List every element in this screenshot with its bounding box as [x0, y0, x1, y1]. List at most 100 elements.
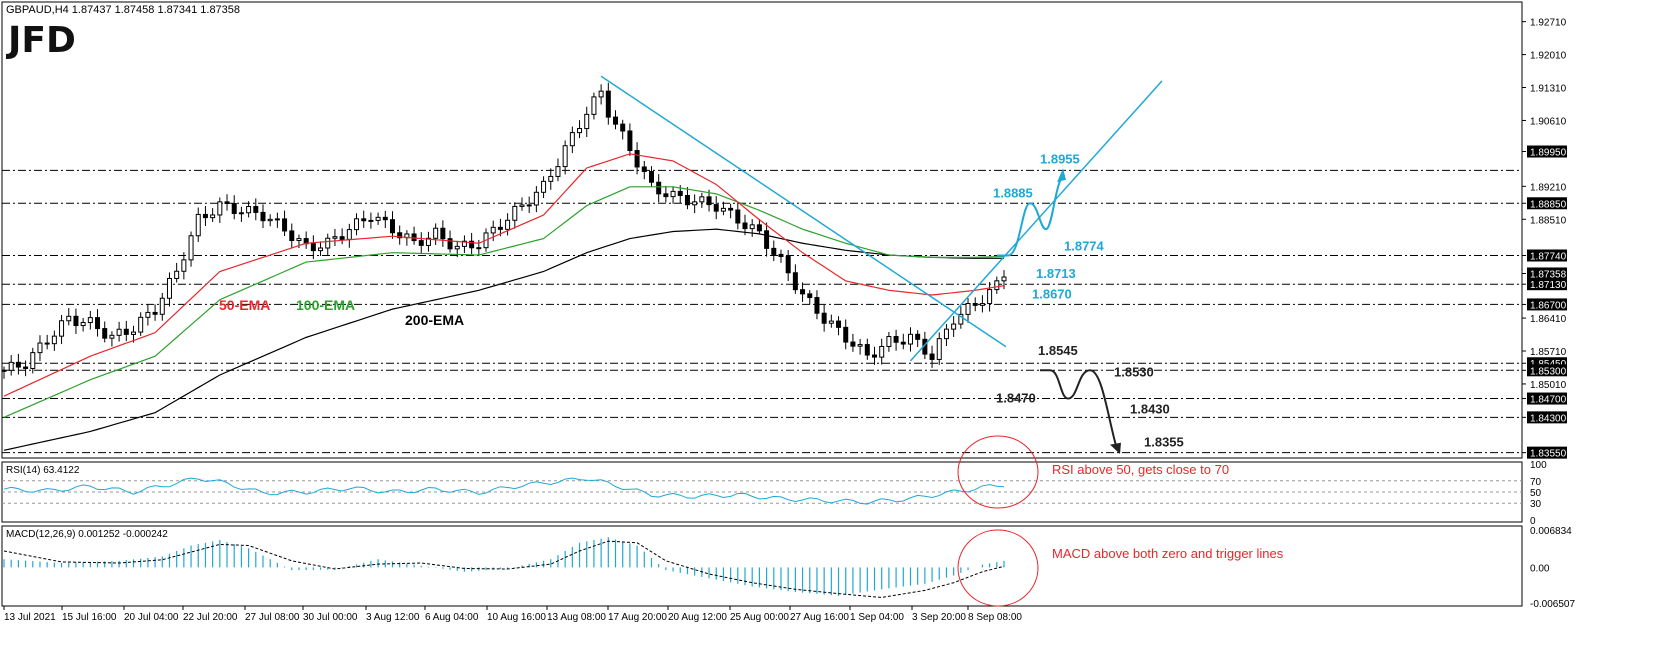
candle-body	[541, 180, 547, 193]
ema200-line	[3, 228, 1004, 451]
candle-body	[764, 230, 770, 249]
macd-signal-line	[3, 540, 1005, 598]
candle-body	[505, 219, 511, 230]
downtrend-line	[600, 75, 1007, 348]
candle-body	[735, 209, 741, 224]
rsi-line	[3, 477, 1005, 505]
candle-body	[325, 237, 331, 249]
time-tick-label: 6 Aug 04:00	[425, 612, 479, 623]
candle-body	[310, 243, 316, 252]
price-tag-bg	[1527, 145, 1567, 158]
time-tick-label: 3 Sep 20:00	[912, 612, 966, 623]
candle-body	[159, 297, 165, 315]
candle-body	[648, 171, 654, 183]
price-tick-label: 1.88850	[1530, 199, 1567, 210]
price-tag-bg	[1527, 364, 1567, 377]
candle-body	[627, 130, 633, 152]
candle-body	[274, 218, 280, 221]
candle-body	[641, 166, 647, 173]
candle-body	[843, 326, 849, 343]
candle-body	[670, 190, 676, 198]
candle-body	[30, 352, 36, 369]
candle-body	[397, 232, 403, 239]
candle-body	[577, 128, 583, 134]
price-tick-label: 1.89210	[1530, 182, 1567, 193]
candle-body	[742, 222, 748, 230]
rsi-layer	[2, 477, 1522, 505]
candle-body	[425, 237, 431, 246]
price-tick-label: 1.85300	[1530, 366, 1567, 377]
price-tag-bg	[1527, 392, 1567, 405]
candle-body	[562, 145, 568, 168]
price-tick-label: 1.92710	[1530, 18, 1567, 29]
candle-body	[166, 277, 172, 299]
time-tick-label: 20 Jul 04:00	[124, 612, 179, 623]
level-label: 1.8430	[1130, 401, 1170, 416]
candle-body	[526, 204, 532, 207]
candle-body	[181, 259, 187, 272]
candle-body	[461, 240, 467, 247]
level-label: 1.8885	[993, 185, 1033, 200]
candle-body	[555, 166, 561, 177]
candle-body	[123, 328, 129, 335]
candle-body	[15, 361, 21, 368]
candle-body	[260, 211, 266, 222]
ema200-label: 200-EMA	[405, 312, 464, 328]
candle-body	[389, 219, 395, 234]
candle-body	[915, 333, 921, 340]
ema50-line	[3, 153, 1005, 397]
time-tick-label: 15 Jul 16:00	[62, 612, 117, 623]
candle-body	[569, 132, 575, 147]
level-label: 1.8470	[996, 391, 1036, 406]
price-tick-label: 1.84700	[1530, 395, 1567, 406]
price-tick-label: 1.85010	[1530, 380, 1567, 391]
bull-arrow-head	[1057, 168, 1066, 183]
macd-tick-label: -0.006507	[1530, 599, 1575, 610]
ema50-label: 50-EMA	[219, 297, 270, 313]
candle-body	[533, 191, 539, 206]
time-tick-label: 27 Jul 08:00	[245, 612, 300, 623]
level-label: 1.8774	[1064, 238, 1105, 253]
candle-body	[296, 238, 302, 241]
candle-body	[605, 90, 611, 118]
candle-body	[756, 224, 762, 232]
rsi-tick-label: 0	[1530, 516, 1536, 527]
candle-body	[893, 336, 899, 343]
candle-body	[951, 323, 957, 330]
candle-body	[684, 194, 690, 206]
candle-body	[73, 315, 79, 327]
candle-body	[958, 313, 964, 325]
candle-body	[512, 205, 518, 221]
candle-body	[598, 90, 604, 98]
candle-body	[382, 216, 388, 221]
candle-body	[454, 245, 460, 250]
macd-highlight-circle	[957, 529, 1039, 607]
price-tag-bg	[1527, 267, 1567, 280]
price-panel	[1, 1, 1523, 459]
candle-body	[677, 190, 683, 196]
price-tick-label: 1.89950	[1530, 148, 1567, 159]
rsi-tick-label: 50	[1530, 488, 1542, 499]
candle-body	[497, 226, 503, 230]
time-tick-label: 1 Sep 04:00	[850, 612, 904, 623]
rsi-title: RSI(14) 63.4122	[6, 465, 80, 476]
candle-body	[195, 213, 201, 237]
time-tick-label: 25 Aug 00:00	[730, 612, 789, 623]
price-tick-label: 1.90610	[1530, 116, 1567, 127]
time-tick-label: 27 Aug 16:00	[790, 612, 849, 623]
price-tick-label: 1.91310	[1530, 84, 1567, 95]
price-tag-bg	[1527, 446, 1567, 459]
candle-body	[130, 331, 136, 335]
candle-body	[706, 196, 712, 206]
jfd-logo: JFD	[5, 20, 76, 61]
price-tick-label: 1.84300	[1530, 413, 1567, 424]
candle-body	[778, 253, 784, 258]
candle-body	[548, 175, 554, 182]
candle-body	[469, 240, 475, 249]
candle-body	[8, 361, 14, 371]
candle-body	[792, 272, 798, 291]
candle-body	[720, 207, 726, 212]
candle-body	[1001, 276, 1007, 282]
time-tick-label: 13 Aug 08:00	[547, 612, 606, 623]
candle-body	[656, 181, 662, 195]
